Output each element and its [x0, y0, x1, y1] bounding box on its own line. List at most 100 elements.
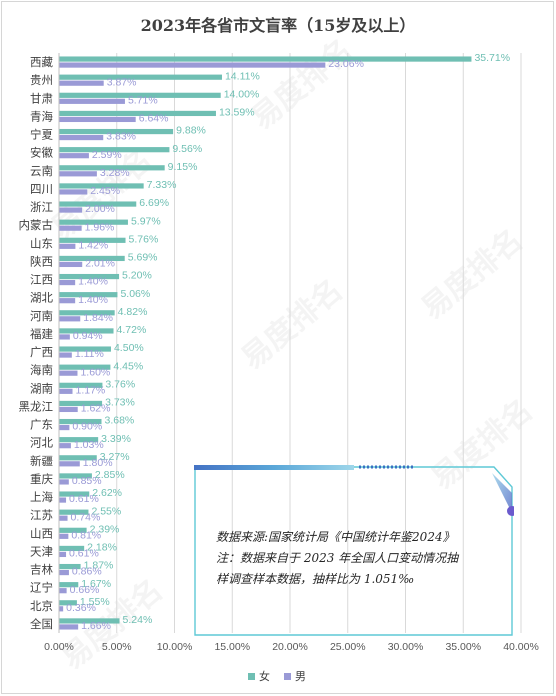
- x-tick-label: 25.00%: [330, 641, 366, 653]
- category-label: 贵州: [30, 74, 53, 87]
- category-label: 广东: [30, 419, 53, 432]
- bar-male: [59, 316, 81, 322]
- data-label-male: 3.83%: [106, 131, 136, 143]
- category-label: 全国: [30, 617, 53, 631]
- category-label: 辽宁: [30, 581, 53, 595]
- category-label: 海南: [30, 363, 53, 377]
- data-label-male: 0.86%: [72, 566, 102, 578]
- source-line: 数据来源:国家统计局《中国统计年鉴2024》: [216, 530, 455, 544]
- data-label-female: 13.59%: [219, 107, 255, 119]
- bar-female: [59, 201, 137, 207]
- data-label-female: 3.27%: [100, 451, 130, 463]
- bar-male: [59, 424, 70, 431]
- bar-male: [59, 116, 136, 123]
- data-label-female: 4.72%: [117, 324, 147, 336]
- data-label-female: 2.39%: [90, 523, 120, 535]
- bar-female: [59, 582, 79, 588]
- x-tick-label: 20.00%: [272, 641, 308, 653]
- bar-male: [59, 406, 78, 413]
- bar-female: [59, 563, 81, 570]
- bar-male: [59, 569, 69, 576]
- data-label-female: 7.33%: [147, 179, 177, 191]
- bar-female: [59, 56, 472, 62]
- bar-female: [59, 437, 99, 443]
- data-label-male: 1.17%: [76, 384, 106, 396]
- data-label-female: 4.82%: [118, 306, 148, 318]
- data-label-male: 2.59%: [92, 149, 122, 161]
- data-label-male: 1.60%: [80, 366, 110, 378]
- bar-male: [59, 98, 125, 104]
- category-label: 福建: [30, 327, 53, 341]
- chart-title: 2023年各省市文盲率（15岁及以上）: [140, 16, 416, 35]
- legend-swatch-male: [284, 672, 291, 680]
- x-tick-label: 0.00%: [44, 641, 74, 653]
- bar-female: [59, 346, 111, 352]
- data-label-male: 5.71%: [128, 94, 158, 106]
- data-label-female: 5.76%: [129, 233, 159, 245]
- bar-male: [59, 279, 76, 286]
- data-label-female: 4.45%: [113, 360, 143, 372]
- bar-male: [59, 207, 83, 213]
- category-label: 吉林: [30, 563, 53, 577]
- x-tick-label: 30.00%: [388, 641, 424, 653]
- bar-male: [59, 588, 67, 594]
- legend: 女 男: [248, 668, 306, 684]
- category-label: 四川: [30, 183, 53, 196]
- data-label-female: 3.68%: [105, 415, 135, 427]
- data-label-male: 1.96%: [85, 221, 115, 233]
- data-label-female: 3.39%: [101, 433, 131, 445]
- bar-male: [59, 62, 326, 68]
- bar-male: [59, 134, 104, 141]
- category-label: 甘肃: [30, 92, 53, 105]
- data-label-female: 3.73%: [105, 397, 135, 409]
- note-frame: [194, 465, 514, 636]
- category-label: 河北: [30, 437, 53, 450]
- data-label-male: 1.80%: [83, 457, 113, 469]
- bar-female: [59, 273, 120, 280]
- category-label: 山东: [30, 237, 53, 250]
- bar-male: [59, 298, 76, 304]
- data-label-male: 2.45%: [90, 185, 120, 197]
- data-label-male: 6.64%: [139, 113, 169, 125]
- bar-female: [59, 237, 126, 243]
- bar-male: [59, 624, 79, 630]
- data-label-male: 0.90%: [72, 421, 102, 433]
- legend-label-male: 男: [295, 671, 306, 683]
- bar-female: [59, 491, 90, 497]
- x-tick-label: 40.00%: [503, 641, 539, 653]
- category-label: 青海: [30, 109, 53, 123]
- data-label-male: 1.40%: [78, 294, 108, 306]
- bar-male: [59, 533, 69, 539]
- category-label: 湖北: [30, 291, 53, 305]
- bar-female: [59, 328, 114, 334]
- bar-female: [59, 147, 170, 153]
- data-label-male: 1.66%: [81, 620, 111, 632]
- bar-female: [59, 310, 115, 316]
- bar-female: [59, 92, 221, 98]
- category-label: 河南: [30, 309, 53, 323]
- data-label-male: 1.11%: [75, 348, 104, 360]
- bar-male: [59, 443, 71, 449]
- bar-male: [59, 515, 68, 521]
- data-label-male: 1.62%: [81, 403, 111, 415]
- data-label-female: 1.55%: [80, 596, 110, 608]
- data-label-female: 3.76%: [105, 378, 135, 390]
- data-label-female: 2.85%: [95, 469, 125, 481]
- data-label-male: 23.06%: [328, 58, 364, 70]
- bar-male: [59, 352, 72, 358]
- data-label-female: 5.06%: [120, 288, 150, 300]
- category-label: 广西: [30, 346, 53, 359]
- data-label-female: 14.11%: [225, 70, 260, 82]
- data-label-male: 1.42%: [78, 239, 108, 251]
- bar-female: [59, 418, 102, 425]
- data-label-male: 3.28%: [100, 167, 130, 179]
- bar-male: [59, 551, 67, 558]
- category-label: 上海: [30, 490, 53, 504]
- category-label: 天津: [30, 545, 53, 558]
- bar-female: [59, 473, 92, 479]
- bar-male: [59, 80, 104, 86]
- data-label-female: 4.50%: [114, 342, 144, 354]
- category-label: 山西: [30, 527, 53, 540]
- x-tick-label: 35.00%: [445, 641, 481, 653]
